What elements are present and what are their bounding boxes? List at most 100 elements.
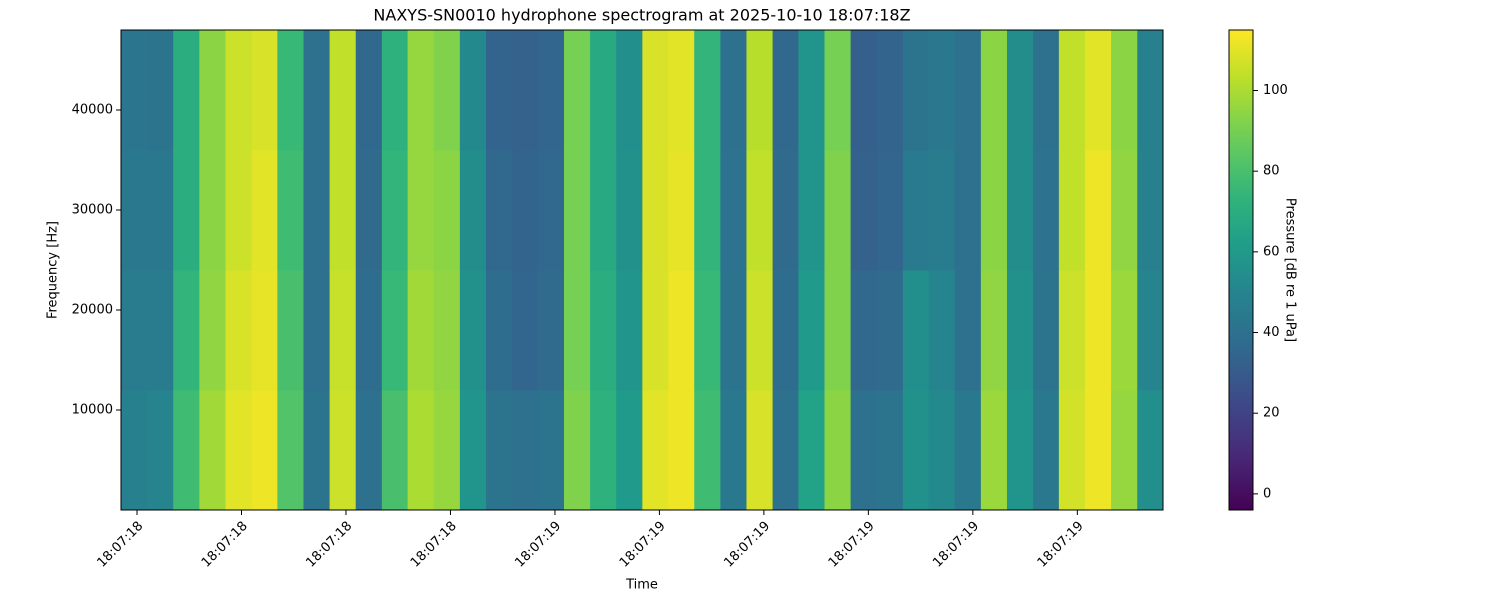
heatmap-cell	[199, 270, 226, 391]
x-tick-label: 18:07:19	[826, 519, 878, 571]
heatmap-cell	[746, 390, 774, 511]
heatmap-cell	[251, 390, 278, 511]
heatmap-cell	[824, 30, 852, 151]
heatmap-cell	[173, 390, 200, 511]
heatmap-cell	[1058, 390, 1086, 511]
heatmap-cell	[746, 30, 774, 151]
heatmap-cell	[616, 150, 643, 271]
heatmap-cell	[1137, 30, 1164, 151]
heatmap-cell	[512, 150, 539, 271]
x-tick-label: 18:07:19	[721, 519, 773, 571]
heatmap-cell	[251, 150, 278, 271]
heatmap-cell	[1006, 390, 1034, 511]
heatmap-cell	[512, 270, 539, 391]
heatmap-cell	[277, 390, 304, 511]
heatmap-cell	[329, 30, 357, 151]
heatmap-cell	[563, 150, 591, 271]
heatmap-cell	[850, 270, 878, 391]
heatmap-cell	[928, 270, 956, 391]
heatmap-cell	[616, 270, 643, 391]
heatmap-cell	[668, 30, 695, 151]
heatmap-cell	[902, 30, 930, 151]
heatmap-cell	[512, 30, 539, 151]
heatmap-cell	[746, 270, 774, 391]
colorbar-tick-label: 60	[1263, 244, 1280, 259]
heatmap-cell	[1084, 30, 1112, 151]
heatmap-cell	[277, 270, 304, 391]
heatmap-cell	[798, 30, 825, 151]
heatmap-cell	[954, 390, 982, 511]
heatmap-cell	[225, 270, 253, 391]
heatmap-cell	[1084, 270, 1112, 391]
heatmap-cell	[1058, 270, 1086, 391]
heatmap-cell	[772, 150, 799, 271]
heatmap-cell	[694, 30, 721, 151]
heatmap-cell	[199, 30, 226, 151]
heatmap-cell	[303, 150, 331, 271]
heatmap-cell	[590, 30, 617, 151]
heatmap-cell	[720, 30, 747, 151]
colorbar-tick-label: 40	[1263, 325, 1280, 340]
heatmap-cell	[668, 390, 695, 511]
heatmap-cell	[407, 270, 435, 391]
heatmap-cell	[824, 390, 852, 511]
heatmap-cell	[199, 390, 226, 511]
x-tick-label: 18:07:19	[1035, 519, 1087, 571]
heatmap-cell	[850, 30, 878, 151]
heatmap-cell	[355, 390, 383, 511]
heatmap-cell	[485, 150, 513, 271]
heatmap-cell	[772, 390, 799, 511]
heatmap-cell	[459, 30, 487, 151]
heatmap-cell	[303, 270, 331, 391]
heatmap-cell	[772, 30, 799, 151]
heatmap-cell	[433, 270, 461, 391]
heatmap-cell	[980, 390, 1008, 511]
x-axis-label: Time	[625, 578, 658, 593]
heatmap-cell	[537, 390, 565, 511]
heatmap-cell	[1058, 30, 1086, 151]
heatmap-cell	[720, 390, 747, 511]
heatmap-cell	[590, 390, 617, 511]
heatmap-cell	[1111, 150, 1138, 271]
heatmap-cell	[329, 390, 357, 511]
plot-frame	[120, 29, 1164, 511]
x-tick-label: 18:07:18	[408, 519, 460, 571]
heatmap-cell	[407, 390, 435, 511]
heatmap-cell	[225, 150, 253, 271]
heatmap-cell	[928, 150, 956, 271]
heatmap-cell	[642, 30, 669, 151]
heatmap-cell	[954, 150, 982, 271]
heatmap-cell	[433, 30, 461, 151]
heatmap-cell	[1006, 150, 1034, 271]
heatmap-cell	[720, 150, 747, 271]
heatmap-cell	[1058, 150, 1086, 271]
heatmap-cell	[902, 270, 930, 391]
heatmap-cell	[616, 30, 643, 151]
heatmap-cell	[303, 30, 331, 151]
heatmap-cell	[798, 390, 825, 511]
heatmap-cell	[329, 270, 357, 391]
heatmap-cell	[798, 150, 825, 271]
heatmap-cell	[433, 390, 461, 511]
heatmap-cell	[590, 270, 617, 391]
heatmap-cell	[485, 390, 513, 511]
heatmap-cell	[173, 30, 200, 151]
heatmap-cell	[772, 270, 799, 391]
heatmap-cell	[642, 270, 669, 391]
heatmap-cell	[173, 150, 200, 271]
heatmap-cell	[720, 270, 747, 391]
heatmap-cell	[694, 270, 721, 391]
heatmap-cell	[381, 150, 409, 271]
heatmap-cell	[355, 270, 383, 391]
heatmap-cell	[1033, 390, 1060, 511]
heatmap-cell	[121, 150, 148, 271]
heatmap-cell	[537, 150, 565, 271]
x-tick-label: 18:07:18	[94, 519, 146, 571]
heatmap-cell	[798, 270, 825, 391]
colorbar-tick-label: 100	[1263, 83, 1288, 98]
heatmap-cell	[876, 150, 904, 271]
x-tick-label: 18:07:19	[930, 519, 982, 571]
heatmap-cell	[590, 150, 617, 271]
heatmap-cell	[381, 390, 409, 511]
